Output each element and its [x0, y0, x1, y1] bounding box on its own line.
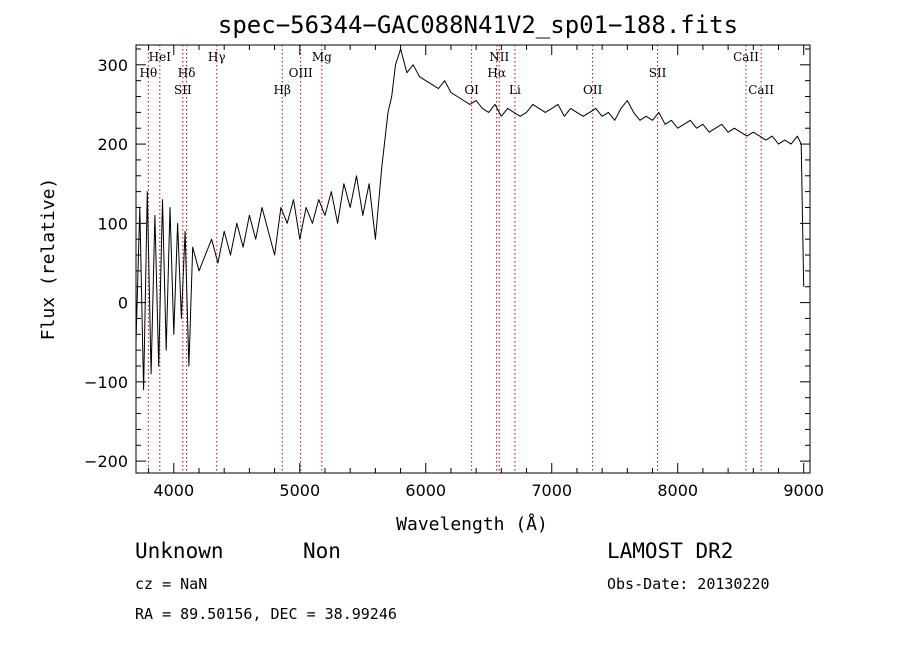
spectral-line-label: OIII: [289, 66, 313, 80]
spectral-line-label: CaII: [733, 50, 759, 64]
spectral-line-label: Mg: [312, 50, 332, 64]
plot-frame: [135, 44, 811, 474]
spectral-line-label: OII: [583, 83, 603, 97]
spectral-line-label: NII: [489, 50, 509, 64]
x-tick-label: 8000: [657, 481, 698, 500]
x-tick-label: 4000: [153, 481, 194, 500]
spectral-line-label: HeI: [149, 50, 172, 64]
spectral-line-label: Hβ: [274, 83, 291, 97]
y-tick-label: 300: [97, 56, 128, 75]
x-axis-label: Wavelength (Å): [396, 513, 548, 535]
redshift-value: cz = NaN: [135, 575, 207, 593]
y-tick-label: 200: [97, 135, 128, 154]
observation-date: Obs-Date: 20130220: [607, 575, 770, 593]
spectral-line-label: SII: [174, 83, 192, 97]
spectral-line-label: Hα: [487, 66, 506, 80]
spectral-line-label: Hθ: [139, 66, 157, 80]
y-tick-label: −200: [84, 452, 128, 471]
spectral-line-label: Hγ: [208, 50, 226, 64]
spectral-line-label: SII: [649, 66, 667, 80]
y-axis-ticks: −200 −100 0 100 200 300: [84, 48, 810, 471]
coordinates: RA = 89.50156, DEC = 38.99246: [135, 605, 397, 623]
spectrum-series: [135, 48, 805, 391]
x-tick-label: 6000: [405, 481, 446, 500]
object-class: Unknown: [135, 539, 224, 563]
survey-name: LAMOST DR2: [607, 539, 733, 563]
spectral-line-label: Li: [509, 83, 521, 97]
y-tick-label: 0: [118, 294, 128, 313]
x-tick-label: 9000: [783, 481, 824, 500]
spectrum-line: [135, 48, 805, 391]
spectral-line-label: OI: [464, 83, 479, 97]
x-tick-label: 7000: [531, 481, 572, 500]
plot-area: 4000 5000 6000 7000 8000 9000 −200 −100 0 100 200…: [84, 44, 824, 500]
chart-title: spec−56344−GAC088N41V2_sp01−188.fits: [218, 11, 738, 39]
footer-info: Unknown Non cz = NaN RA = 89.50156, DEC …: [135, 539, 770, 623]
spectral-line-markers: [147, 45, 762, 473]
spectral-line-label: Hδ: [178, 66, 196, 80]
y-axis-label: Flux (relative): [38, 178, 59, 341]
y-tick-label: −100: [84, 373, 128, 392]
x-axis-ticks: 4000 5000 6000 7000 8000 9000: [148, 45, 824, 500]
spectral-line-label: CaII: [748, 83, 774, 97]
object-subclass: Non: [303, 539, 341, 563]
y-tick-label: 100: [97, 214, 128, 233]
x-tick-label: 5000: [279, 481, 320, 500]
